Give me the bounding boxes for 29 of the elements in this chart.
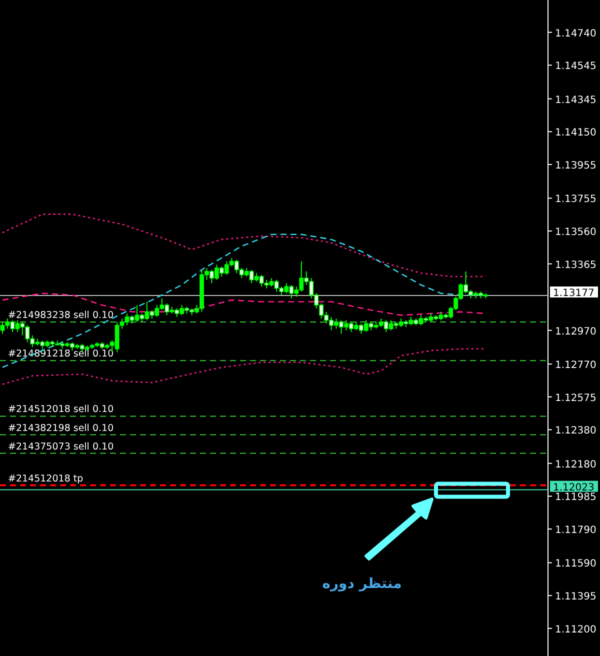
y-tick-label: 1.12575 [555,392,596,404]
y-tick-label: 1.13755 [555,194,596,206]
annotation: منتظر دوره [322,576,402,592]
y-tick-label: 1.13365 [555,260,596,271]
ref-line-label: #214512018 sell 0.10 [8,404,114,416]
y-tick-label: 1.14545 [555,61,596,72]
ref-line-label: #214983238 sell 0.10 [8,310,114,321]
y-tick-label: 1.12770 [555,360,596,372]
y-tick-label: 1.11985 [555,492,596,504]
line-series [2,234,486,368]
ref-line-label: #214375073 sell 0.10 [8,441,114,452]
y-tick-label: 1.11590 [555,558,596,570]
ref-line-label: 1.12023 [553,482,594,494]
y-tick-label: 1.14740 [555,28,596,40]
y-tick-label: 1.11395 [555,592,596,603]
y-tick-label: 1.12380 [555,426,596,437]
y-tick-label: 1.12180 [555,459,596,470]
line-series [2,348,486,385]
y-tick-label: 1.11790 [555,525,596,536]
ref-line-label: #214891218 sell 0.10 [8,348,114,360]
y-tick-label: 1.14150 [555,128,596,139]
y-tick-label: 1.14345 [555,94,596,106]
ref-line-label: #214382198 sell 0.10 [8,422,114,434]
y-tick-label: 1.13955 [555,160,596,172]
ref-line-label: 1.13177 [553,288,594,300]
y-tick-label: 1.12970 [555,326,596,338]
y-tick-label: 1.11200 [555,624,596,636]
y-tick-label: 1.13560 [555,227,596,238]
ref-line-label: #214512018 tp [8,473,84,484]
